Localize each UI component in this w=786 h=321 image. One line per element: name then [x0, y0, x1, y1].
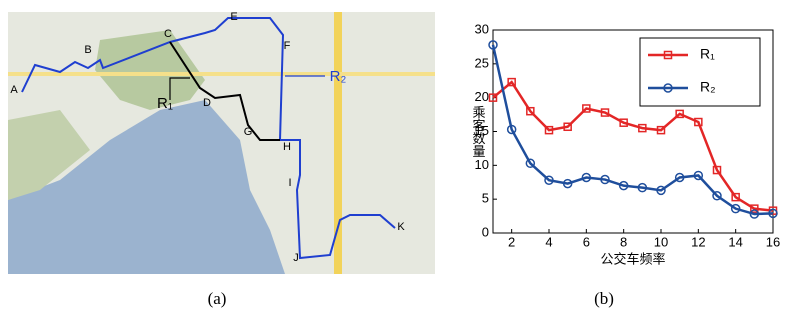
map-label: J — [293, 252, 299, 264]
x-tick-label: 16 — [766, 234, 780, 249]
y-tick-label: 25 — [475, 55, 489, 70]
road — [8, 72, 435, 76]
route-label: R₁ — [157, 95, 173, 112]
map-label: I — [288, 177, 291, 189]
legend-label: R₂ — [700, 79, 716, 95]
map-label: B — [84, 44, 91, 56]
x-axis-label: 公交车频率 — [600, 251, 665, 266]
map-label: K — [397, 221, 405, 233]
x-tick-label: 4 — [545, 234, 552, 249]
map-label: D — [203, 97, 211, 109]
x-tick-label: 10 — [654, 234, 668, 249]
y-tick-label: 10 — [475, 157, 489, 172]
caption: (b) — [594, 289, 614, 308]
y-tick-label: 5 — [482, 191, 489, 206]
x-tick-label: 6 — [583, 234, 590, 249]
y-axis-label: 乘客数量 — [471, 106, 486, 158]
map-label: H — [283, 141, 291, 153]
map-label: F — [284, 40, 291, 52]
route-label: R₂ — [330, 68, 347, 85]
figure: (a) (b) ABCDEFGHIJKR₁R₂05101520253024681… — [0, 0, 786, 316]
x-tick-label: 2 — [508, 234, 515, 249]
caption: (a) — [208, 289, 227, 308]
y-tick-label: 0 — [482, 224, 489, 239]
y-tick-label: 20 — [475, 89, 489, 104]
map-label: A — [10, 84, 18, 96]
x-tick-label: 14 — [728, 234, 742, 249]
legend-label: R₁ — [700, 46, 715, 62]
x-tick-label: 8 — [620, 234, 627, 249]
map-label: C — [164, 28, 172, 40]
map — [8, 12, 435, 274]
map-label: G — [244, 126, 253, 138]
map-label: E — [230, 11, 237, 23]
y-tick-label: 30 — [475, 21, 489, 36]
x-tick-label: 12 — [691, 234, 705, 249]
